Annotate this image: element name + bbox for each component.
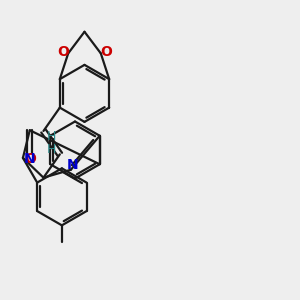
Text: O: O xyxy=(100,45,112,59)
Text: N: N xyxy=(67,158,78,172)
Text: H: H xyxy=(47,130,57,143)
Text: O: O xyxy=(24,152,36,166)
Text: O: O xyxy=(57,45,69,59)
Text: H: H xyxy=(47,143,56,156)
Text: N: N xyxy=(24,152,35,167)
